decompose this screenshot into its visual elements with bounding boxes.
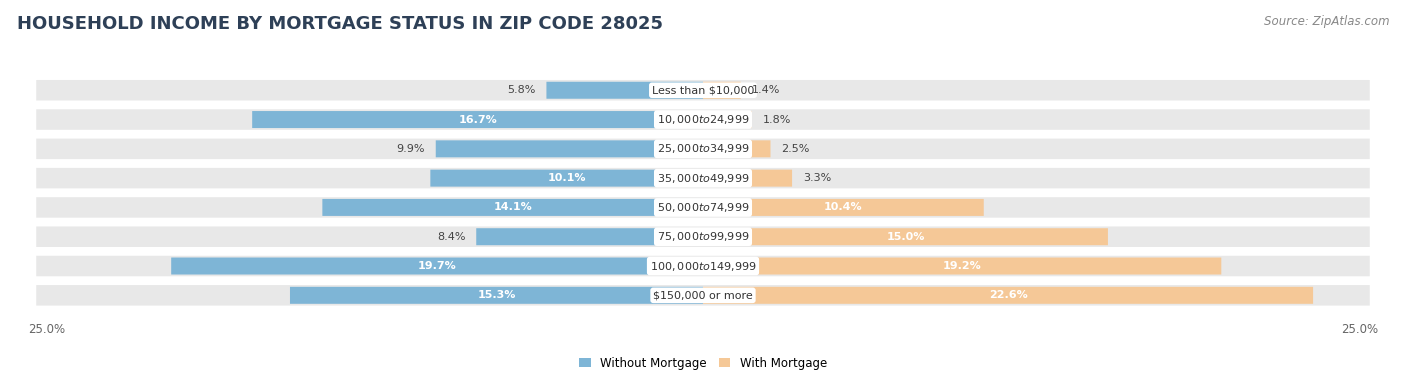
FancyBboxPatch shape <box>37 285 1369 305</box>
FancyBboxPatch shape <box>436 140 703 157</box>
FancyBboxPatch shape <box>37 139 1369 159</box>
Text: 10.4%: 10.4% <box>824 203 863 212</box>
FancyBboxPatch shape <box>703 228 1108 245</box>
Text: 16.7%: 16.7% <box>458 115 496 124</box>
Text: 1.4%: 1.4% <box>752 85 780 95</box>
Text: Source: ZipAtlas.com: Source: ZipAtlas.com <box>1264 15 1389 28</box>
FancyBboxPatch shape <box>172 257 703 274</box>
Text: $10,000 to $24,999: $10,000 to $24,999 <box>657 113 749 126</box>
Text: 25.0%: 25.0% <box>28 323 65 336</box>
FancyBboxPatch shape <box>322 199 703 216</box>
Text: 9.9%: 9.9% <box>396 144 425 154</box>
FancyBboxPatch shape <box>547 82 703 99</box>
Text: $75,000 to $99,999: $75,000 to $99,999 <box>657 230 749 243</box>
Text: 14.1%: 14.1% <box>494 203 531 212</box>
FancyBboxPatch shape <box>703 111 752 128</box>
Legend: Without Mortgage, With Mortgage: Without Mortgage, With Mortgage <box>579 357 827 370</box>
FancyBboxPatch shape <box>703 257 1222 274</box>
FancyBboxPatch shape <box>37 197 1369 218</box>
Text: 8.4%: 8.4% <box>437 232 465 242</box>
FancyBboxPatch shape <box>37 256 1369 276</box>
FancyBboxPatch shape <box>290 287 703 304</box>
FancyBboxPatch shape <box>430 170 703 187</box>
Text: 25.0%: 25.0% <box>1341 323 1378 336</box>
Text: 3.3%: 3.3% <box>803 173 831 183</box>
Text: 19.7%: 19.7% <box>418 261 457 271</box>
Text: $35,000 to $49,999: $35,000 to $49,999 <box>657 172 749 184</box>
FancyBboxPatch shape <box>37 109 1369 130</box>
Text: 15.0%: 15.0% <box>886 232 925 242</box>
FancyBboxPatch shape <box>703 287 1313 304</box>
Text: 10.1%: 10.1% <box>547 173 586 183</box>
FancyBboxPatch shape <box>703 140 770 157</box>
FancyBboxPatch shape <box>477 228 703 245</box>
Text: 19.2%: 19.2% <box>943 261 981 271</box>
FancyBboxPatch shape <box>252 111 703 128</box>
FancyBboxPatch shape <box>37 80 1369 101</box>
FancyBboxPatch shape <box>37 168 1369 188</box>
Text: $50,000 to $74,999: $50,000 to $74,999 <box>657 201 749 214</box>
FancyBboxPatch shape <box>703 170 792 187</box>
Text: $150,000 or more: $150,000 or more <box>654 290 752 300</box>
FancyBboxPatch shape <box>703 82 741 99</box>
Text: $100,000 to $149,999: $100,000 to $149,999 <box>650 260 756 273</box>
FancyBboxPatch shape <box>703 199 984 216</box>
Text: $25,000 to $34,999: $25,000 to $34,999 <box>657 143 749 155</box>
Text: 15.3%: 15.3% <box>477 290 516 300</box>
Text: 2.5%: 2.5% <box>782 144 810 154</box>
FancyBboxPatch shape <box>37 226 1369 247</box>
Text: 22.6%: 22.6% <box>988 290 1028 300</box>
Text: HOUSEHOLD INCOME BY MORTGAGE STATUS IN ZIP CODE 28025: HOUSEHOLD INCOME BY MORTGAGE STATUS IN Z… <box>17 15 662 33</box>
Text: 1.8%: 1.8% <box>762 115 790 124</box>
Text: Less than $10,000: Less than $10,000 <box>652 85 754 95</box>
Text: 5.8%: 5.8% <box>508 85 536 95</box>
